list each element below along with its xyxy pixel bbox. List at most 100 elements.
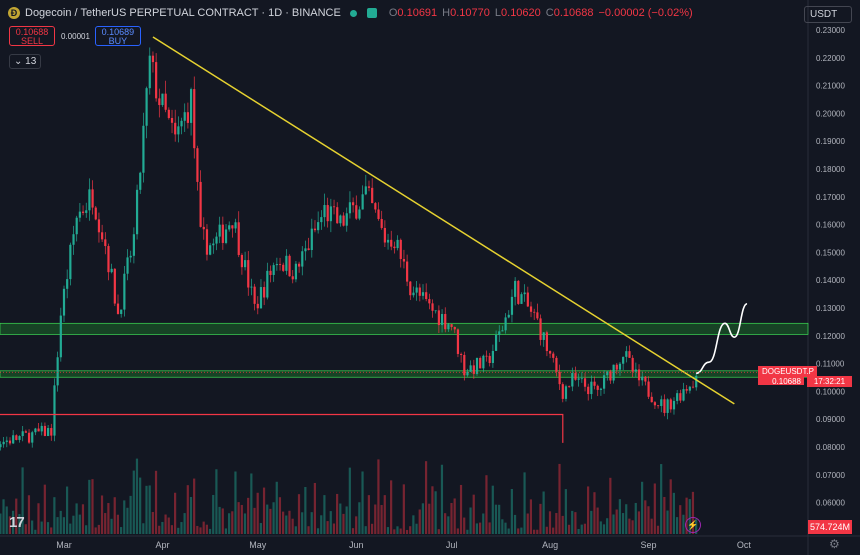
candle-body	[463, 354, 466, 376]
candle-body	[180, 120, 183, 127]
candle-body	[393, 246, 396, 249]
lightning-icon[interactable]: ⚡	[685, 517, 701, 533]
candle-body	[53, 385, 56, 436]
candle-body	[94, 207, 97, 220]
candle-body	[129, 255, 132, 258]
volume-bar	[196, 525, 199, 534]
candle-body	[135, 189, 139, 235]
candle-body	[21, 431, 24, 437]
y-tick-label: 0.19000	[816, 137, 845, 146]
candle-body	[158, 98, 161, 106]
volume-bar	[208, 528, 212, 534]
candle-body	[27, 432, 31, 443]
gear-icon[interactable]: ⚙	[829, 537, 840, 551]
volume-bar	[485, 475, 488, 534]
candle-body	[434, 310, 437, 312]
candle-body	[602, 375, 606, 389]
volume-bar	[348, 467, 351, 534]
support-zone	[0, 322, 809, 335]
sell-button[interactable]: 0.10688 SELL	[9, 26, 55, 46]
volume-bar	[561, 515, 564, 534]
volume-bar	[183, 513, 186, 534]
volume-bar	[320, 515, 323, 534]
volume-bar	[396, 526, 399, 534]
candle-body	[142, 125, 145, 173]
volume-bar	[488, 522, 491, 534]
candle-body	[336, 207, 339, 224]
volume-bar	[50, 527, 53, 534]
candle-body	[288, 255, 291, 277]
candle-body	[371, 187, 374, 204]
volume-bar	[237, 502, 240, 534]
volume-bar	[21, 467, 24, 534]
spread-value: 0.00001	[61, 31, 90, 41]
candle-body	[475, 357, 479, 374]
candle-body	[161, 93, 164, 106]
indicators-toggle[interactable]: ⌄ 13	[9, 54, 42, 69]
candle-body	[202, 226, 205, 230]
volume-bar	[526, 513, 529, 534]
volume-bar	[8, 516, 11, 534]
candle-body	[517, 280, 520, 304]
volume-bar	[15, 498, 18, 534]
candle-body	[587, 386, 590, 395]
volume-bar	[34, 529, 37, 534]
candle-body	[367, 186, 371, 188]
dogecoin-icon: Ð	[8, 7, 20, 19]
candle-body	[304, 248, 307, 252]
candle-body	[494, 334, 498, 351]
candle-body	[552, 353, 555, 358]
candle-body	[507, 314, 510, 318]
volume-bar	[504, 522, 507, 534]
volume-bar	[393, 529, 396, 534]
candle-body	[409, 281, 412, 296]
candle-body	[345, 213, 348, 226]
buy-button[interactable]: 0.10689 BUY	[94, 26, 141, 46]
volume-bar	[634, 502, 637, 534]
tradingview-logo[interactable]: 17	[9, 514, 25, 531]
candle-body	[297, 263, 301, 267]
candle-body	[453, 326, 456, 330]
candle-body	[466, 371, 469, 376]
volume-bar	[644, 500, 647, 534]
volume-bar	[53, 497, 56, 534]
candle-body	[606, 371, 609, 376]
candle-body	[126, 257, 129, 274]
volume-bar	[552, 527, 555, 534]
candle-body	[440, 314, 444, 326]
volume-bar	[123, 500, 126, 534]
candle-body	[234, 222, 237, 229]
candle-body	[412, 292, 415, 296]
x-tick-label: Oct	[737, 540, 752, 550]
volume-bar	[583, 523, 587, 534]
visibility-toggle-icon[interactable]	[366, 8, 377, 18]
candle-body	[536, 312, 539, 319]
volume-bar	[450, 503, 453, 534]
candle-body	[542, 332, 545, 340]
candle-body	[326, 205, 329, 222]
candle-body	[75, 217, 78, 235]
volume-bar	[491, 485, 494, 534]
candle-body	[539, 318, 542, 340]
currency-selector[interactable]: USDT	[804, 6, 852, 23]
bar-countdown: 17:32:21	[807, 376, 852, 387]
volume-bar	[339, 503, 342, 534]
candle-body	[259, 287, 263, 309]
candle-body	[307, 248, 310, 251]
candle-body	[361, 194, 364, 210]
candle-body	[352, 202, 355, 206]
volume-bar	[2, 499, 5, 534]
candle-body	[243, 260, 247, 268]
volume-bar	[323, 495, 326, 534]
volume-bar	[399, 528, 402, 534]
volume-bar	[139, 477, 142, 534]
candle-body	[679, 393, 682, 401]
volume-bar	[507, 528, 510, 534]
volume-bar	[685, 497, 688, 534]
volume-bar	[380, 505, 383, 534]
candle-body	[383, 227, 386, 243]
symbol-title[interactable]: Dogecoin / TetherUS PERPETUAL CONTRACT ·…	[25, 7, 341, 19]
volume-bar	[367, 495, 370, 534]
candle-body	[291, 276, 294, 280]
